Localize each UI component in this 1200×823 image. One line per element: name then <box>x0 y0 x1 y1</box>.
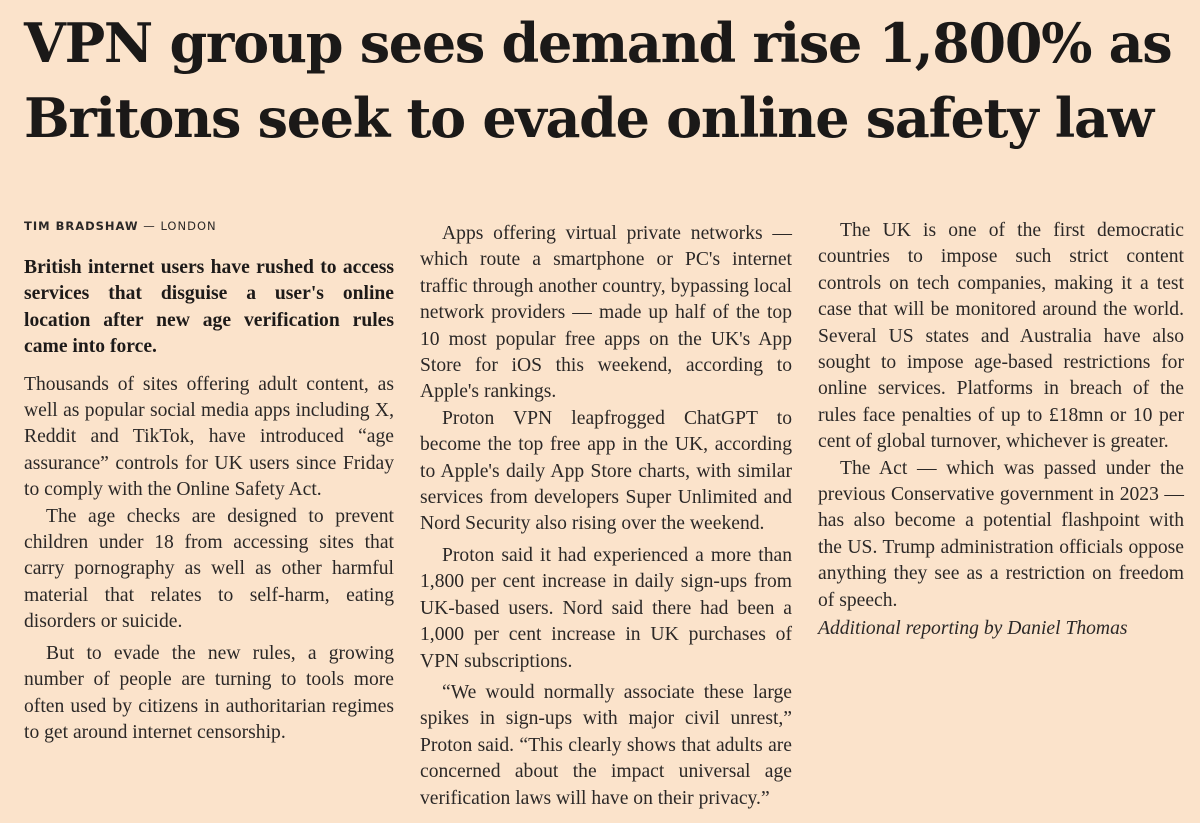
article-paragraph: But to evade the new rules, a growing nu… <box>24 642 394 743</box>
article-paragraph: The UK is one of the first democratic co… <box>818 220 1184 453</box>
additional-reporting-credit: Additional reporting by Daniel Thomas <box>818 618 1128 640</box>
article-paragraph: The age checks are designed to prevent c… <box>24 505 394 633</box>
byline-author: TIM BRADSHAW <box>24 219 139 233</box>
article-paragraph: Thousands of sites offering adult conten… <box>24 373 394 501</box>
byline: TIM BRADSHAW — LONDON <box>24 218 394 234</box>
article-paragraph: “We would normally associate these large… <box>420 681 792 809</box>
article-paragraph: Proton VPN leapfrogged ChatGPT to become… <box>420 407 792 535</box>
standfirst: British internet users have rushed to ac… <box>24 257 394 358</box>
column-1: TIM BRADSHAW — LONDON British internet u… <box>24 218 394 746</box>
article-headline: VPN group sees demand rise 1,800% as Bri… <box>24 11 1173 150</box>
article-paragraph: Apps offering virtual private networks —… <box>420 223 792 403</box>
column-3: The UK is one of the first democratic co… <box>818 218 1184 643</box>
column-2: Apps offering virtual private networks —… <box>420 221 792 812</box>
byline-separator: — <box>138 219 161 233</box>
byline-location: LONDON <box>160 219 217 233</box>
article-paragraph: Proton said it had experienced a more th… <box>420 544 792 672</box>
article-paragraph: The Act — which was passed under the pre… <box>818 457 1184 611</box>
